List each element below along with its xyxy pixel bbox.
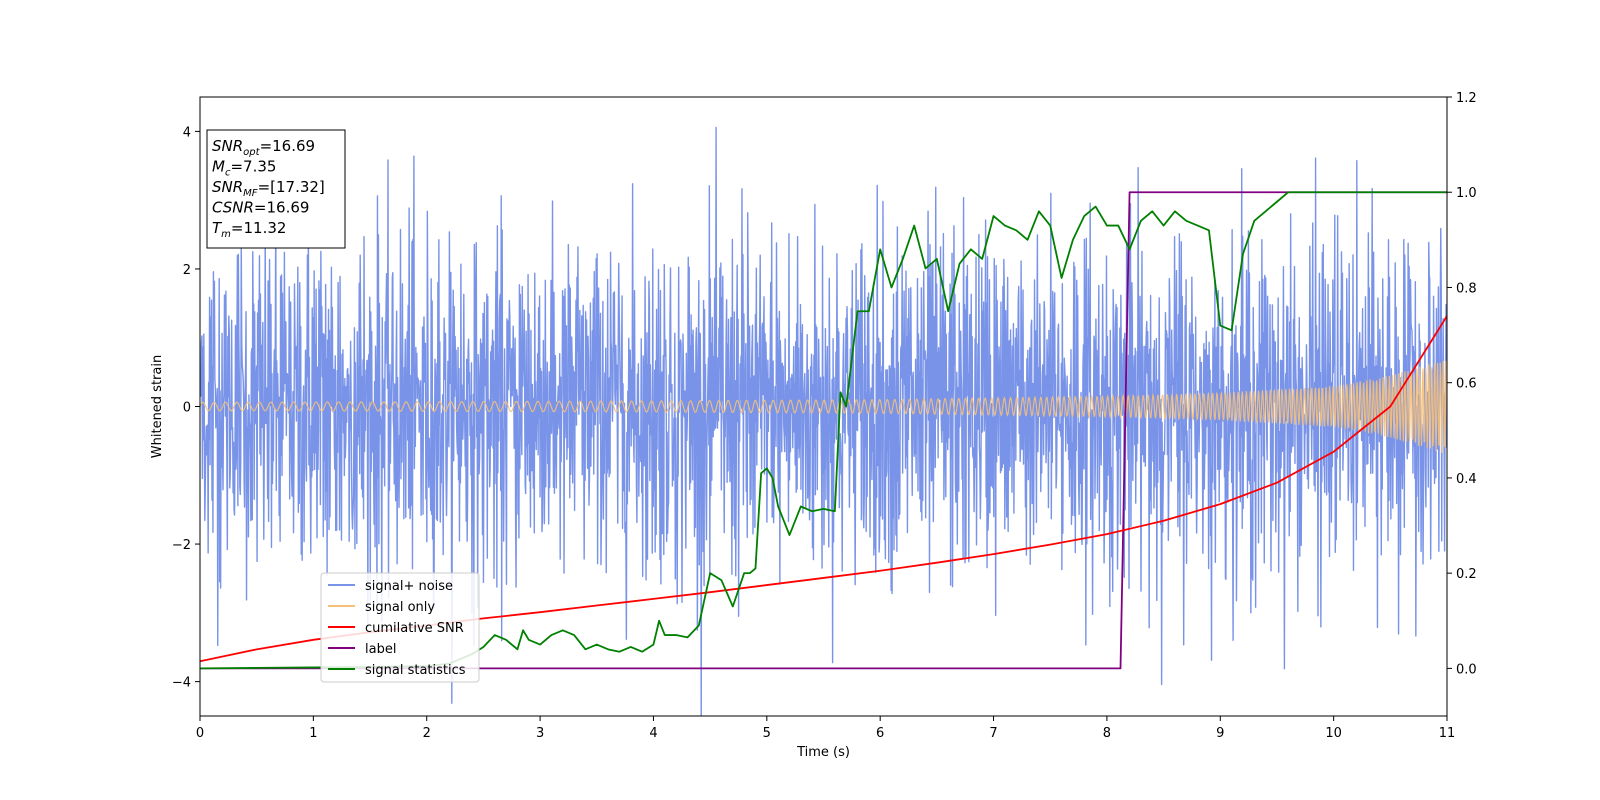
annotation-symbol: SNR — [212, 137, 243, 155]
legend: signal+ noise signal only cumilative SNR la… — [320, 572, 480, 683]
annotation-symbol: T — [212, 219, 223, 237]
annotation-value: =[17.32] — [258, 178, 325, 196]
annotation-value: =16.69 — [254, 199, 310, 217]
annotation-subscript: opt — [243, 147, 260, 158]
annotation-symbol: CSNR — [212, 199, 254, 217]
chirp-series — [200, 360, 1447, 454]
axes: 0 1 2 3 4 5 6 7 8 9 10 11 −4 −2 0 2 4 0.0 0.2 0.4 0.6 0.8 1.0 1… — [150, 91, 1477, 760]
x-tick-label: 7 — [989, 726, 997, 741]
signal-noise-line — [200, 126, 1447, 716]
x-tick-label: 3 — [536, 726, 544, 741]
annotation-subscript: c — [225, 168, 231, 179]
annotation-value: =7.35 — [230, 158, 276, 176]
signal-only-line — [200, 360, 1447, 454]
annotation-line: Tm=11.32 — [212, 219, 286, 240]
x-tick-label: 11 — [1439, 726, 1456, 741]
x-tick-label: 4 — [649, 726, 657, 741]
noise-series — [200, 126, 1447, 716]
legend-frame — [320, 572, 480, 683]
annotation-symbol: SNR — [212, 178, 243, 196]
annotation-value: =16.69 — [260, 137, 316, 155]
legend-label: cumilative SNR — [365, 621, 464, 636]
annotation-subscript: m — [221, 229, 231, 240]
legend-label: signal+ noise — [365, 579, 453, 594]
legend-label: signal statistics — [365, 663, 466, 678]
x-tick-label: 2 — [423, 726, 431, 741]
y-right-tick-label: 0.6 — [1456, 377, 1477, 392]
annotation-line: SNRopt=16.69 — [212, 137, 315, 158]
y-right-tick-label: 0.2 — [1456, 567, 1477, 582]
x-tick-label: 6 — [876, 726, 884, 741]
y-right-tick-label: 0.8 — [1456, 281, 1477, 296]
legend-label: signal only — [365, 600, 435, 615]
x-tick-label: 10 — [1325, 726, 1342, 741]
annotation-value: =11.32 — [231, 219, 287, 237]
y-right-tick-label: 1.0 — [1456, 186, 1477, 201]
x-axis-label: Time (s) — [796, 745, 850, 760]
annotation-symbol: M — [212, 158, 225, 176]
y-tick-label: −4 — [172, 676, 191, 691]
x-tick-label: 9 — [1216, 726, 1224, 741]
y-tick-label: 2 — [183, 263, 191, 278]
annotation-line: SNRMF=[17.32] — [212, 178, 325, 199]
annotation-line: CSNR=16.69 — [212, 199, 309, 217]
annotation-line: Mc=7.35 — [212, 158, 276, 179]
y-tick-label: 4 — [183, 125, 191, 140]
annotation-box: SNRopt=16.69Mc=7.35SNRMF=[17.32]CSNR=16.… — [206, 129, 346, 249]
x-tick-label: 0 — [196, 726, 204, 741]
y-right-tick-label: 0.4 — [1456, 472, 1477, 487]
x-tick-label: 8 — [1103, 726, 1111, 741]
y-right-tick-label: 1.2 — [1456, 91, 1477, 106]
y-tick-label: −2 — [172, 538, 191, 553]
y-tick-label: 0 — [183, 401, 191, 416]
x-tick-label: 1 — [309, 726, 317, 741]
legend-label: label — [365, 642, 396, 657]
annotation-frame — [206, 129, 346, 249]
y-right-tick-label: 0.0 — [1456, 662, 1477, 677]
signal-statistics-line — [200, 191, 1447, 670]
x-tick-label: 5 — [763, 726, 771, 741]
y-axis-label: Whitened strain — [150, 355, 165, 458]
annotation-subscript: MF — [243, 188, 258, 199]
